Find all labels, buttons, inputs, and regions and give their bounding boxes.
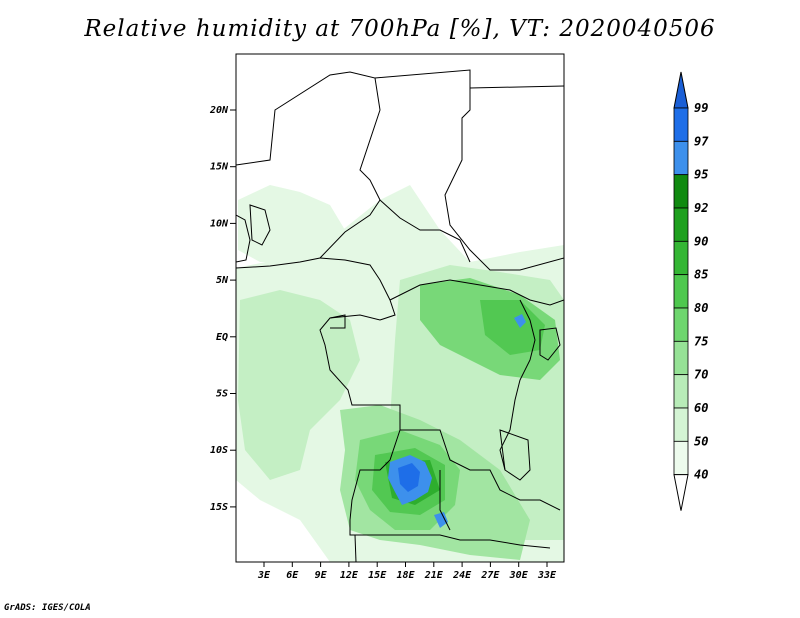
colorbar-label: 70: [694, 368, 708, 382]
colorbar-label: 99: [694, 101, 708, 115]
humidity-zone-60: [238, 290, 360, 480]
colorbar-label: 90: [694, 234, 708, 248]
colorbar-label: 85: [694, 268, 708, 282]
colorbar-label: 60: [694, 401, 708, 415]
lon-tick-label: 33E: [537, 570, 557, 581]
lat-tick-label: 20N: [209, 105, 229, 116]
colorbar-segment: [673, 340, 689, 376]
colorbar-segment: [673, 174, 689, 209]
humidity-zone-99: [398, 463, 420, 492]
colorbar-segment: [673, 307, 689, 342]
colorbar-label: 97: [694, 134, 709, 148]
lat-tick-label: 5N: [216, 275, 229, 286]
map-title: Relative humidity at 700hPa [%], VT: 202…: [84, 16, 716, 42]
lat-axis: 20N 15N 10N 5N EQ 5S 10S 15S: [209, 105, 236, 513]
lat-tick-label: 5S: [216, 389, 228, 400]
colorbar-segment: [673, 407, 689, 442]
lon-tick-label: 9E: [315, 570, 328, 581]
colorbar-top-arrow: [673, 71, 689, 109]
lat-tick-label: 15N: [210, 162, 229, 173]
colorbar-segment: [673, 440, 689, 476]
lon-tick-label: 6E: [286, 570, 299, 581]
colorbar-segment: [673, 240, 689, 276]
colorbar-label: 50: [694, 434, 708, 448]
colorbar-label: 40: [694, 468, 708, 482]
humidity-zone-85: [480, 300, 545, 355]
colorbar-label: 92: [694, 201, 708, 215]
colorbar-segment: [673, 274, 689, 309]
lat-tick-label: 15S: [210, 502, 228, 513]
lon-tick-label: 21E: [424, 570, 444, 581]
colorbar-segment: [673, 207, 689, 242]
lon-tick-label: 12E: [340, 570, 359, 581]
colorbar-label: 80: [694, 301, 708, 315]
humidity-zone-97-east: [514, 314, 526, 328]
country-borders: [236, 69, 564, 562]
lon-tick-label: 18E: [396, 570, 415, 581]
humidity-field: [236, 54, 564, 562]
lon-tick-label: 3E: [257, 570, 271, 581]
map-frame: [235, 53, 565, 563]
lat-tick-label: 10N: [210, 218, 229, 229]
lat-tick-label: 10S: [210, 445, 228, 456]
lon-tick-label: 15E: [368, 570, 387, 581]
lon-axis: 3E 6E 9E 12E 15E 18E 21E 24E 27E 30E 33E: [257, 562, 557, 581]
colorbar-bottom-arrow: [673, 474, 689, 511]
lon-tick-label: 30E: [509, 570, 529, 581]
colorbar-segment: [673, 140, 689, 176]
colorbar-label: 75: [694, 334, 708, 348]
lat-tick-label: EQ: [216, 332, 228, 343]
colorbar-label: 95: [694, 168, 708, 182]
lon-tick-label: 24E: [452, 570, 472, 581]
lon-tick-label: 27E: [480, 570, 500, 581]
colorbar: 99 97 95 92 90 85 80 75 70 60 50 40: [673, 71, 709, 511]
humidity-zone-97-south: [434, 512, 448, 528]
colorbar-segment: [673, 374, 689, 409]
humidity-zone-50-west: [238, 185, 345, 262]
colorbar-segment: [673, 107, 689, 142]
grads-credit: GrADS: IGES/COLA: [4, 603, 91, 613]
